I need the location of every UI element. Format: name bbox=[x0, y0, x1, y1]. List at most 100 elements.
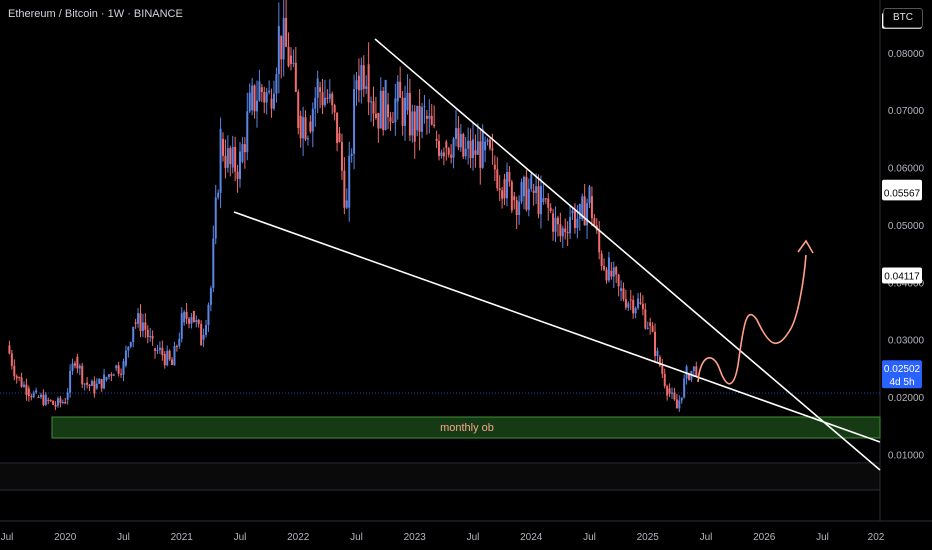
candle-body bbox=[32, 392, 35, 398]
candle-body bbox=[527, 188, 530, 210]
candle-body bbox=[248, 92, 251, 112]
candle-body bbox=[472, 139, 474, 159]
candle-body bbox=[175, 346, 178, 348]
candle-body bbox=[600, 253, 603, 266]
candle-body bbox=[141, 322, 144, 332]
monthly-ob-label: monthly ob bbox=[440, 422, 494, 434]
candle-body bbox=[522, 176, 525, 197]
candle-body bbox=[20, 377, 23, 387]
candle-body bbox=[438, 140, 441, 156]
candle-body bbox=[154, 348, 157, 351]
candle-body bbox=[629, 299, 632, 301]
candle-body bbox=[484, 141, 487, 151]
time-axis-tick: Jul bbox=[583, 532, 596, 543]
candle-body bbox=[120, 373, 123, 375]
candle-body bbox=[95, 383, 98, 389]
candle-body bbox=[285, 17, 288, 47]
projection-path[interactable] bbox=[697, 254, 807, 385]
candle-body bbox=[309, 121, 312, 132]
candle-body bbox=[620, 288, 623, 291]
candle-body bbox=[333, 105, 336, 113]
candle-body bbox=[678, 400, 681, 409]
candle-body bbox=[149, 335, 152, 338]
candle-body bbox=[42, 394, 45, 405]
time-axis-tick: Jul bbox=[467, 532, 480, 543]
time-axis-tick: Jul bbox=[700, 532, 713, 543]
candle-body bbox=[576, 218, 579, 228]
candle-body bbox=[428, 115, 431, 119]
candle-body bbox=[452, 138, 455, 158]
candle-body bbox=[578, 204, 581, 219]
candle-body bbox=[272, 93, 275, 109]
candle-body bbox=[289, 55, 292, 64]
time-axis-tick: 2022 bbox=[287, 532, 310, 543]
candle-body bbox=[503, 179, 506, 199]
candle-body bbox=[35, 390, 38, 393]
candle-body bbox=[139, 313, 142, 332]
candle-body bbox=[190, 316, 193, 324]
candle-body bbox=[542, 198, 545, 202]
candle-body bbox=[658, 356, 661, 366]
candle-body bbox=[268, 90, 271, 93]
symbol-title[interactable]: Ethereum / Bitcoin · 1W · BINANCE bbox=[8, 8, 183, 20]
candle-body bbox=[455, 128, 458, 139]
time-axis-tick: 2021 bbox=[171, 532, 194, 543]
candle-body bbox=[275, 74, 278, 94]
price-axis-tick: 0.08000 bbox=[888, 49, 925, 60]
candle-body bbox=[202, 335, 205, 340]
candle-body bbox=[47, 399, 50, 401]
candle-body bbox=[450, 154, 453, 158]
price-marker-badge bbox=[882, 184, 922, 201]
candle-body bbox=[430, 115, 433, 125]
candle-body bbox=[666, 386, 669, 396]
candle-body bbox=[508, 172, 511, 182]
candle-body bbox=[552, 213, 555, 232]
candle-body bbox=[234, 146, 237, 172]
candle-body bbox=[321, 91, 324, 106]
candle-body bbox=[219, 128, 222, 193]
candle-body bbox=[73, 363, 76, 366]
candle-body bbox=[270, 98, 273, 109]
currency-badge[interactable]: BTC bbox=[883, 8, 923, 28]
time-axis-tick: 2020 bbox=[54, 532, 77, 543]
candle-body bbox=[469, 140, 472, 159]
candle-body bbox=[622, 288, 625, 300]
candle-body bbox=[646, 327, 649, 329]
price-axis-tick: 0.03000 bbox=[888, 336, 925, 347]
candle-body bbox=[683, 378, 686, 398]
candle-body bbox=[292, 62, 295, 64]
candle-body bbox=[418, 105, 421, 132]
candle-body bbox=[122, 361, 125, 375]
candle-body bbox=[688, 374, 691, 380]
time-axis[interactable]: Jul 2020 Jul 2021 Jul 2022 Jul 2023 Jul 2024 Jul 20… bbox=[1, 532, 885, 543]
upper-trendline[interactable] bbox=[374, 38, 881, 471]
candle-body bbox=[168, 350, 171, 360]
candle-body bbox=[556, 217, 559, 225]
candle-body bbox=[78, 365, 81, 369]
candle-body bbox=[661, 365, 664, 374]
candle-body bbox=[374, 113, 377, 118]
candle-body bbox=[239, 151, 241, 179]
candle-body bbox=[573, 210, 576, 228]
volume-pane bbox=[0, 464, 880, 490]
candle-body bbox=[231, 146, 234, 168]
price-axis[interactable]: 0.08000 0.07000 0.06000 0.05000 0.04000 0.030… bbox=[888, 49, 925, 462]
candle-body bbox=[185, 311, 188, 319]
candle-body bbox=[27, 388, 30, 397]
candle-body bbox=[222, 138, 225, 156]
candle-body bbox=[54, 404, 57, 407]
candle-body bbox=[212, 238, 215, 289]
time-axis-tick: Jul bbox=[1, 532, 14, 543]
monthly-ob-zone[interactable] bbox=[51, 416, 881, 439]
candle-body bbox=[411, 111, 414, 136]
price-marker-value: 0.05567 bbox=[884, 188, 921, 199]
time-axis-tick: Jul bbox=[234, 532, 247, 543]
candle-body bbox=[224, 155, 227, 168]
current-price-badge bbox=[882, 360, 922, 389]
candle-body bbox=[387, 104, 390, 118]
candle-body bbox=[49, 399, 52, 401]
lower-trendline[interactable] bbox=[233, 211, 881, 443]
candle-body bbox=[69, 370, 72, 393]
candle-body bbox=[306, 138, 309, 140]
